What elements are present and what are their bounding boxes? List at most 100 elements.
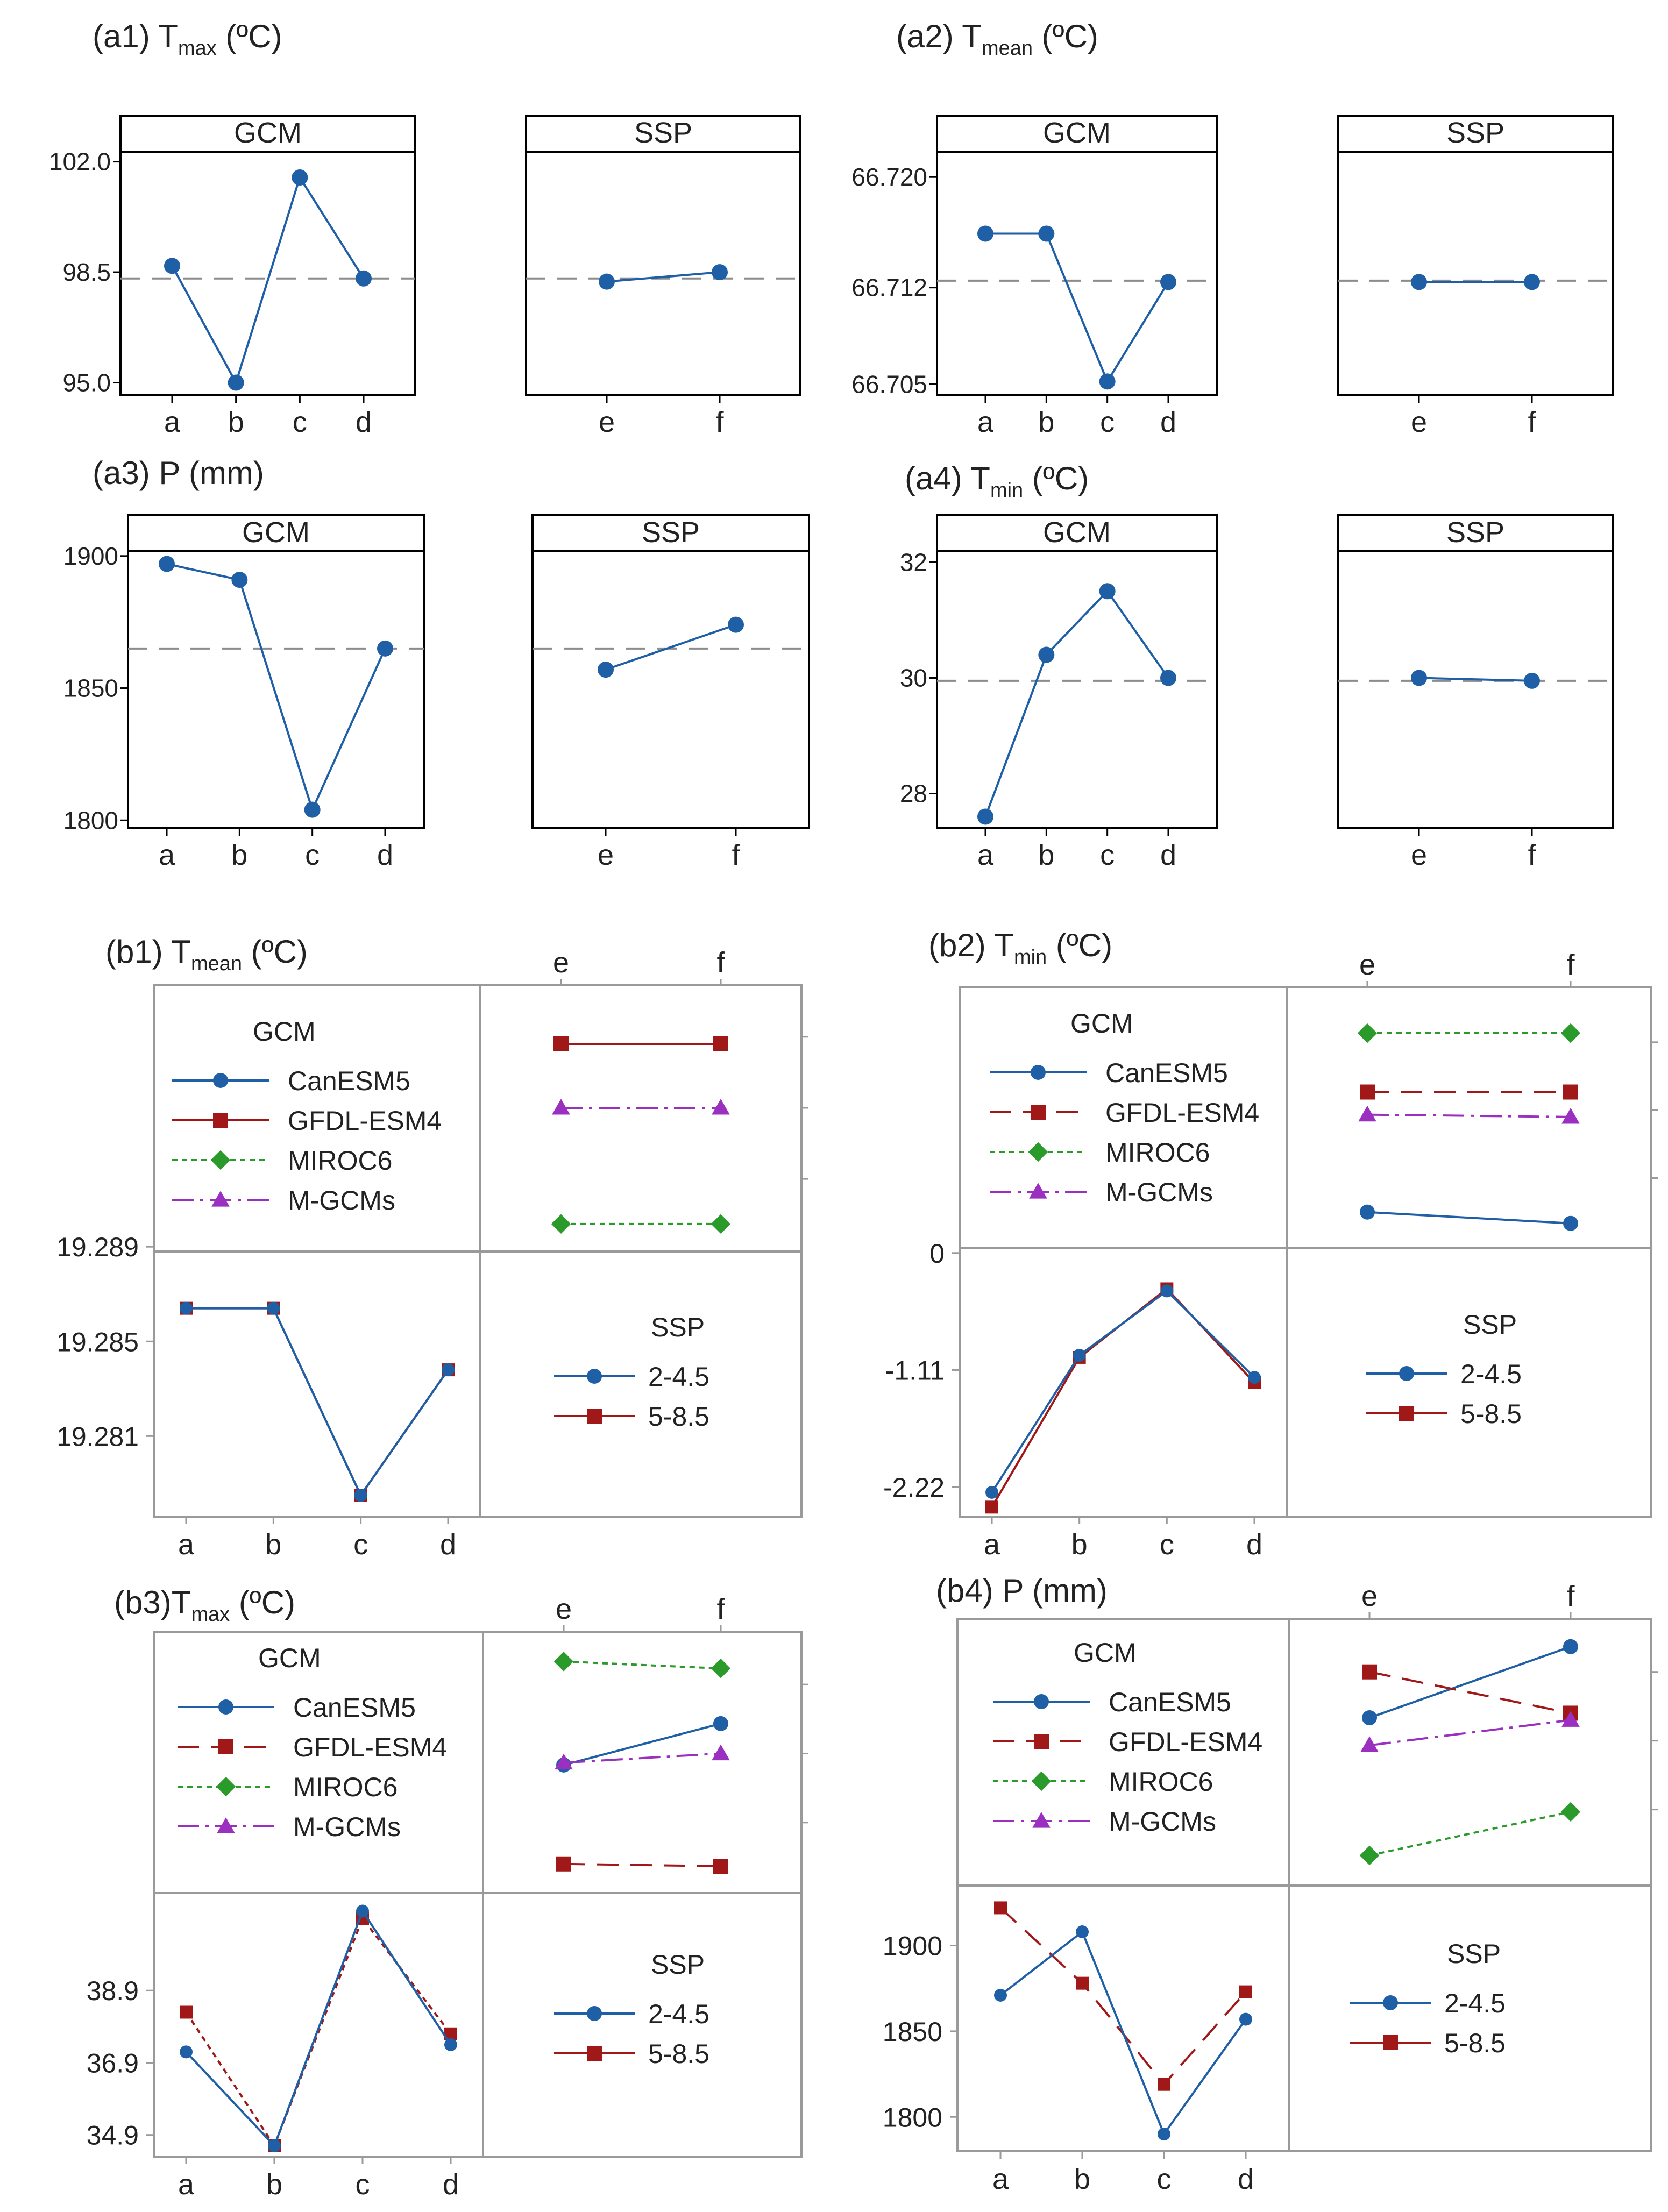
data-point-e	[598, 662, 614, 678]
gcm-legend-item: GFDL-ESM4	[993, 1727, 1262, 1757]
panel-a3-gcm: GCM a b c d 1800 1850 1900	[63, 514, 425, 871]
gcm-legend-item: CanESM5	[178, 1692, 416, 1723]
gcm-series-m-gcms	[555, 1744, 730, 1770]
legend-marker	[587, 2046, 602, 2061]
gcm-legend: GCM CanESM5 GFDL-ESM4 MIROC6 M-GCMs	[178, 1643, 447, 1842]
panel-a2-ssp: SSP e f	[1337, 115, 1614, 438]
top-x-tick-label: e	[1361, 1580, 1378, 1612]
ssp-legend: SSP 2-4.5 5-8.5	[554, 1312, 709, 1432]
x-tick-label: b	[228, 406, 244, 438]
legend-marker	[1031, 1771, 1052, 1791]
legend-label: 5-8.5	[1444, 2028, 1506, 2058]
y-tick-label: 0	[929, 1239, 945, 1269]
ssp-legend-item: 2-4.5	[1350, 1988, 1506, 2018]
gcm-series-line	[1369, 1645, 1571, 1719]
panel-frame	[1337, 115, 1614, 396]
legend-label: GFDL-ESM4	[288, 1106, 442, 1136]
series-line	[605, 623, 736, 671]
ssp-point-c	[1158, 2128, 1170, 2141]
chart-a4: GCM a b c d 28 30 32 SSP e f	[900, 514, 1614, 871]
ssp-series-line	[185, 1909, 452, 2148]
gcm-legend-item: M-GCMs	[172, 1185, 395, 1215]
legend-label: CanESM5	[293, 1692, 416, 1723]
data-point-b	[228, 374, 244, 391]
panel-header-label: GCM	[1043, 117, 1111, 149]
ssp-legend-title: SSP	[1447, 1939, 1501, 1969]
x-tick-label: a	[178, 1528, 195, 1561]
chart-title-b4: (b4) P (mm)	[936, 1573, 1108, 1609]
y-tick-label: 19.289	[56, 1232, 139, 1262]
data-point-f	[1524, 274, 1540, 290]
y-tick-label: -2.22	[883, 1473, 945, 1503]
data-point-b	[1038, 225, 1055, 242]
x-tick-label: d	[1160, 839, 1176, 871]
gcm-series-line	[1369, 1670, 1571, 1715]
data-point-d	[377, 640, 393, 657]
y-tick-label: 1900	[63, 542, 118, 570]
gcm-series-miroc6	[1359, 1802, 1581, 1866]
gcm-series-line	[1367, 1211, 1571, 1225]
x-tick-label: d	[356, 406, 372, 438]
gcm-legend-item: MIROC6	[990, 1137, 1210, 1168]
legend-label: MIROC6	[1109, 1767, 1213, 1797]
ssp-legend-title: SSP	[651, 1312, 705, 1342]
gcm-series-gfdl-esm4	[556, 1856, 728, 1874]
x-tick-label: f	[1528, 839, 1536, 871]
gcm-point-f	[1563, 1215, 1578, 1231]
ssp-series-2-4.5	[180, 1904, 457, 2152]
legend-marker	[587, 1409, 602, 1424]
x-tick-label: c	[1160, 1528, 1174, 1561]
data-point-c	[1099, 373, 1116, 390]
legend-marker	[1034, 1694, 1049, 1709]
panel-header-label: SSP	[1446, 516, 1504, 549]
interaction-frame	[959, 986, 1652, 1518]
chart-title-b2: (b2) Tmin (ºC)	[928, 927, 1112, 969]
legend-marker	[218, 1739, 233, 1754]
gcm-point-e	[553, 1036, 569, 1051]
chart-title-a2: (a2) Tmean (ºC)	[896, 18, 1098, 60]
panel-a2-gcm: GCM a b c d 66.705 66.712 66.720	[851, 115, 1218, 438]
legend-marker	[210, 1150, 231, 1170]
gcm-series-canesm5	[1360, 1204, 1578, 1231]
gcm-point-e	[1359, 1845, 1380, 1866]
data-point-f	[712, 264, 728, 281]
top-x-tick-label: f	[1566, 1580, 1575, 1612]
top-x-tick-label: f	[716, 1593, 725, 1625]
gcm-point-f	[711, 1659, 731, 1678]
legend-marker	[1383, 2035, 1398, 2050]
chart-title-a4: (a4) Tmin (ºC)	[905, 460, 1089, 502]
panel-a4-ssp: SSP e f	[1337, 514, 1614, 871]
gcm-point-f	[1563, 1639, 1578, 1654]
x-tick-label: c	[1157, 2163, 1172, 2195]
ssp-legend-item: 5-8.5	[1350, 2028, 1506, 2058]
legend-marker	[1399, 1366, 1414, 1381]
ssp-legend-item: 5-8.5	[1366, 1399, 1522, 1429]
ssp-legend-item: 2-4.5	[1366, 1359, 1522, 1389]
legend-marker	[1399, 1406, 1414, 1421]
chart-title-a3: (a3) P (mm)	[93, 455, 264, 491]
legend-label: MIROC6	[293, 1772, 398, 1802]
gcm-point-f	[1563, 1084, 1578, 1100]
ssp-point-c	[354, 1489, 367, 1502]
x-tick-label: c	[1100, 406, 1115, 438]
top-x-tick-label: f	[716, 947, 725, 979]
top-x-tick-label: f	[1566, 949, 1575, 981]
legend-label: MIROC6	[288, 1146, 392, 1176]
x-tick-label: c	[293, 406, 307, 438]
ssp-series-2-4.5	[180, 1301, 455, 1502]
ssp-legend-item: 2-4.5	[554, 1999, 709, 2029]
x-tick-label: a	[984, 1528, 1000, 1561]
x-tick-label: f	[1528, 406, 1536, 438]
x-tick-label: b	[231, 839, 247, 871]
series-line	[171, 175, 365, 386]
x-tick-label: c	[1100, 839, 1115, 871]
gcm-series-miroc6	[551, 1214, 731, 1234]
data-point-d	[1160, 670, 1176, 686]
gcm-legend-title: GCM	[1070, 1008, 1133, 1039]
y-tick-label: 1900	[883, 1931, 942, 1961]
legend-label: MIROC6	[1105, 1137, 1210, 1168]
legend-label: CanESM5	[1109, 1687, 1231, 1717]
data-point-c	[1099, 583, 1116, 600]
gcm-point-e	[1362, 1710, 1377, 1726]
y-tick-label: 32	[900, 549, 927, 577]
